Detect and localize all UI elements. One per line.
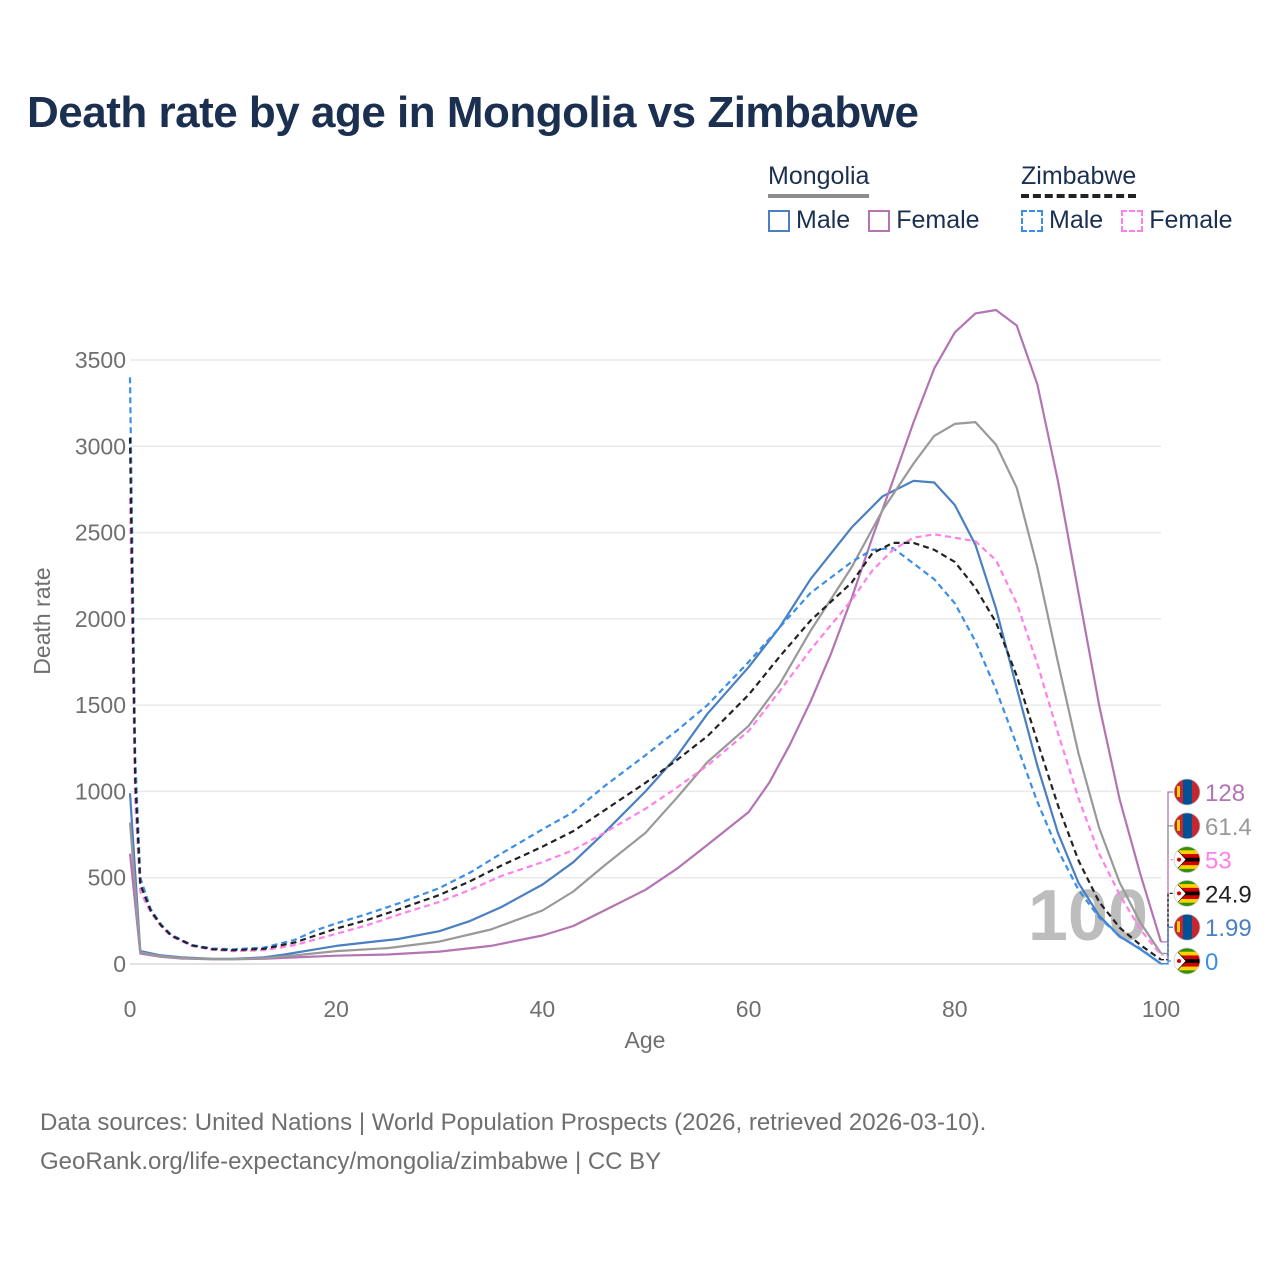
legend-label-zimbabwe-female: Female xyxy=(1149,206,1233,234)
source-url[interactable]: GeoRank.org/life-expectancy/mongolia/zim… xyxy=(40,1148,662,1175)
legend-item-zimbabwe-male[interactable]: Male xyxy=(1021,206,1103,235)
legend-swatch-mongolia-male xyxy=(768,209,790,232)
chart-title: Death rate by age in Mongolia vs Zimbabw… xyxy=(27,88,919,137)
x-tick-label: 60 xyxy=(736,996,762,1022)
legend-item-mongolia-male[interactable]: Male xyxy=(768,206,850,235)
end-label-connector xyxy=(1161,926,1173,965)
x-tick-label: 20 xyxy=(323,996,349,1022)
end-value-label: 61.4 xyxy=(1205,814,1252,841)
gridlines xyxy=(130,359,1161,965)
legend-item-zimbabwe-female[interactable]: Female xyxy=(1121,206,1233,235)
zimbabwe-flag-icon xyxy=(1173,880,1201,907)
end-label-connector xyxy=(1161,825,1173,955)
series-line-mongolia-male[interactable] xyxy=(128,479,1162,965)
mongolia-flag-icon xyxy=(1173,778,1201,806)
series-lines xyxy=(128,308,1163,965)
y-tick-label: 1500 xyxy=(75,692,126,718)
y-axis-label: Death rate xyxy=(29,567,55,674)
end-label-connector xyxy=(1161,791,1173,943)
x-tick-label: 100 xyxy=(1142,996,1180,1022)
end-value-label: 24.9 xyxy=(1205,881,1252,908)
y-tick-label: 2500 xyxy=(75,520,126,546)
legend-label-mongolia-male: Male xyxy=(796,206,851,234)
y-tick-label: 0 xyxy=(113,951,126,977)
series-line-mongolia-total[interactable] xyxy=(128,421,1162,961)
legend-swatch-zimbabwe-female xyxy=(1121,209,1144,232)
y-axis-ticks: 0 500 1000 1500 2000 2500 3000 3500 xyxy=(75,347,126,977)
legend-group-title-mongolia[interactable]: Mongolia xyxy=(768,162,870,198)
end-value-label: 1.99 xyxy=(1205,915,1252,942)
y-tick-label: 3500 xyxy=(75,347,126,373)
legend-item-mongolia-female[interactable]: Female xyxy=(868,206,980,235)
end-label-connector xyxy=(1161,858,1173,956)
legend-swatch-zimbabwe-male xyxy=(1021,209,1043,232)
legend-group-zimbabwe: Zimbabwe Male Female xyxy=(1021,162,1233,235)
x-tick-label: 40 xyxy=(530,996,556,1022)
series-line-mongolia-female[interactable] xyxy=(128,308,1163,961)
zimbabwe-flag-icon xyxy=(1173,846,1201,873)
x-tick-label: 80 xyxy=(942,996,968,1022)
y-tick-label: 2000 xyxy=(75,606,126,632)
end-value-label: 128 xyxy=(1205,780,1245,807)
mongolia-flag-icon xyxy=(1173,913,1201,941)
end-label-connector xyxy=(1161,960,1173,965)
x-axis-label: Age xyxy=(625,1027,666,1053)
end-value-label: 53 xyxy=(1205,848,1232,875)
end-labels: 128 61.4 53 24.9 1.99 0 xyxy=(1161,778,1252,976)
x-axis-ticks: 0 20 40 60 80 100 xyxy=(124,996,1181,1022)
legend-swatch-mongolia-female xyxy=(868,209,891,232)
y-tick-label: 1000 xyxy=(75,778,126,804)
legend-group-title-zimbabwe[interactable]: Zimbabwe xyxy=(1021,162,1137,198)
legend-label-zimbabwe-male: Male xyxy=(1049,206,1104,234)
source-text: Data sources: United Nations | World Pop… xyxy=(40,1109,987,1136)
series-line-zimbabwe-total[interactable] xyxy=(128,437,1162,961)
mongolia-flag-icon xyxy=(1173,812,1201,840)
series-line-zimbabwe-female[interactable] xyxy=(128,498,1162,956)
legend-label-mongolia-female: Female xyxy=(896,206,980,234)
legend-group-mongolia: Mongolia Male Female xyxy=(768,162,980,235)
y-tick-label: 500 xyxy=(88,865,126,891)
y-tick-label: 3000 xyxy=(75,433,126,459)
zimbabwe-flag-icon xyxy=(1173,947,1201,975)
x-tick-label: 0 xyxy=(124,996,137,1022)
end-value-label: 0 xyxy=(1205,949,1218,976)
